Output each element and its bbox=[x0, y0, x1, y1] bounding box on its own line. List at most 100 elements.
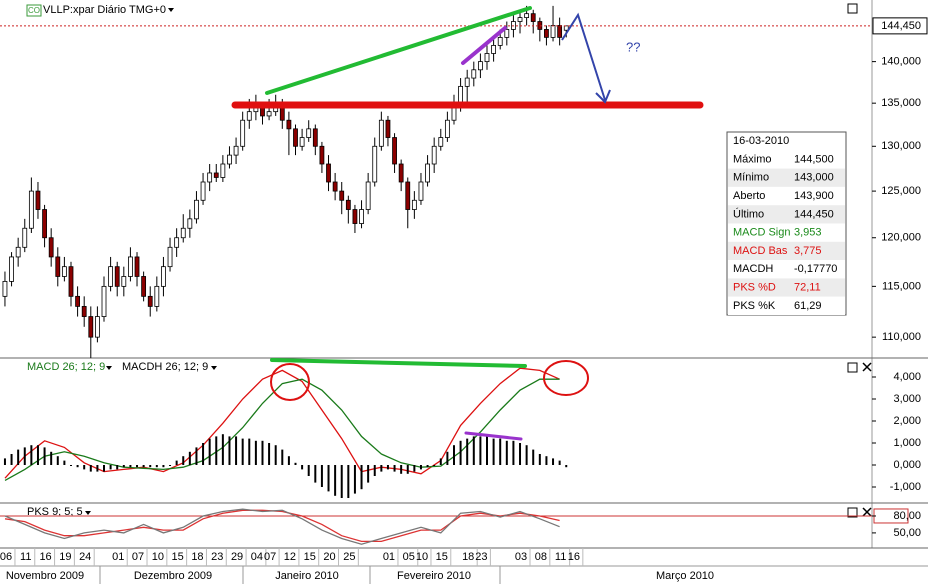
candle-body bbox=[42, 209, 47, 239]
candle-body bbox=[134, 256, 140, 277]
info-row bbox=[728, 186, 845, 206]
candle-body bbox=[35, 190, 41, 210]
pks-legend[interactable]: PKS 9; 5; 5 bbox=[27, 506, 83, 518]
highlight-circle bbox=[543, 360, 589, 396]
candle-body bbox=[385, 119, 391, 138]
x-tick-label: 25 bbox=[343, 551, 355, 563]
candle-body bbox=[544, 29, 549, 38]
candle-body bbox=[312, 128, 318, 147]
info-value: 3,775 bbox=[794, 245, 822, 257]
candle-body bbox=[180, 227, 186, 239]
maximize-button[interactable] bbox=[847, 3, 858, 14]
macdh-legend[interactable]: MACDH 26; 12; 9 bbox=[122, 361, 208, 373]
candle-body bbox=[418, 181, 424, 201]
candle-body bbox=[326, 163, 331, 183]
candle-body bbox=[319, 145, 325, 165]
projection-arrow bbox=[561, 12, 606, 101]
candle-body bbox=[530, 13, 536, 22]
symbol-icon bbox=[26, 4, 42, 17]
candle-body bbox=[68, 266, 74, 297]
candle-body bbox=[194, 199, 199, 220]
info-value: 72,11 bbox=[794, 281, 821, 293]
maximize-button[interactable] bbox=[847, 507, 858, 518]
candle-body bbox=[48, 237, 54, 258]
y-tick-label: 110,000 bbox=[882, 331, 921, 343]
indicator-line bbox=[4, 508, 560, 545]
info-value: 143,900 bbox=[794, 190, 834, 202]
candle-body bbox=[365, 181, 371, 210]
info-label: Aberto bbox=[733, 190, 765, 202]
x-tick-label: 07 bbox=[132, 551, 144, 563]
info-box: 16-03-2010 Máximo 144,500 Mínimo 143,000 Aber… bbox=[726, 131, 847, 316]
x-tick-label: 10 bbox=[152, 551, 164, 563]
maximize-button[interactable] bbox=[847, 362, 858, 373]
candle-body bbox=[477, 61, 483, 71]
x-tick-label: 01 bbox=[383, 551, 395, 563]
info-label: MACD Sign bbox=[733, 227, 790, 239]
candle-body bbox=[392, 137, 397, 165]
dropdown-arrow[interactable] bbox=[85, 511, 91, 515]
x-tick-label: 07 bbox=[264, 551, 276, 563]
info-row bbox=[728, 241, 845, 261]
x-tick-label: 01 bbox=[112, 551, 124, 563]
x-tick-label: 16 bbox=[39, 551, 51, 563]
x-tick-label: 12 bbox=[284, 551, 296, 563]
y-tick-label: 80,00 bbox=[893, 510, 921, 522]
x-tick-label: 11 bbox=[20, 551, 31, 563]
y-tick-label: 140,000 bbox=[881, 56, 921, 68]
candle-body bbox=[345, 199, 351, 210]
candle-body bbox=[55, 256, 61, 277]
x-tick-label: 23 bbox=[211, 551, 223, 563]
y-tick-label: 130,000 bbox=[881, 140, 921, 152]
candle-body bbox=[517, 17, 523, 22]
candle-body bbox=[174, 237, 180, 248]
candle-body bbox=[128, 256, 133, 277]
info-row bbox=[728, 260, 845, 279]
trend-line bbox=[461, 26, 507, 65]
candle-body bbox=[438, 137, 444, 147]
month-label: Novembro 2009 bbox=[6, 570, 84, 582]
x-tick-label: 15 bbox=[172, 551, 184, 563]
x-tick-label: 08 bbox=[535, 551, 547, 563]
info-row bbox=[728, 205, 845, 224]
x-tick-label: 03 bbox=[515, 551, 527, 563]
dropdown-arrow[interactable] bbox=[211, 366, 217, 370]
x-tick-label: 15 bbox=[436, 551, 448, 563]
info-value: 61,29 bbox=[794, 300, 822, 312]
y-tick-label: 2,000 bbox=[893, 415, 921, 427]
info-label: Último bbox=[733, 207, 764, 220]
symbol-title[interactable]: VLLP:xpar Diário TMG+0 bbox=[43, 4, 166, 16]
close-button[interactable] bbox=[862, 507, 872, 517]
dropdown-arrow[interactable] bbox=[168, 8, 174, 12]
candle-body bbox=[114, 266, 120, 287]
candle-body bbox=[187, 218, 193, 229]
last-price-label: 144,450 bbox=[881, 20, 921, 32]
info-date: 16-03-2010 bbox=[733, 135, 789, 147]
y-tick-label: 1,000 bbox=[893, 437, 921, 449]
candle-body bbox=[491, 45, 497, 54]
y-tick-label: 50,00 bbox=[893, 527, 921, 539]
x-tick-label: 18 bbox=[462, 551, 474, 563]
candle-body bbox=[9, 256, 14, 282]
candle-body bbox=[293, 128, 298, 147]
candle-body bbox=[121, 276, 127, 287]
candle-body bbox=[167, 246, 173, 268]
info-row bbox=[728, 296, 845, 315]
divergence-line bbox=[270, 358, 527, 368]
month-label: Dezembro 2009 bbox=[134, 570, 212, 582]
candle-body bbox=[213, 172, 219, 178]
y-tick-label: 135,000 bbox=[881, 97, 921, 109]
candle-body bbox=[61, 266, 67, 277]
y-tick-label: 115,000 bbox=[882, 280, 921, 292]
symbol-icon-text: CO bbox=[28, 6, 40, 15]
candle-body bbox=[101, 285, 107, 317]
macd-legend[interactable]: MACD 26; 12; 9 bbox=[27, 361, 105, 373]
info-row bbox=[728, 278, 845, 297]
close-button[interactable] bbox=[862, 362, 872, 372]
arrow-head bbox=[595, 89, 611, 104]
candle-body bbox=[497, 36, 503, 46]
candle-body bbox=[266, 111, 272, 117]
dropdown-arrow[interactable] bbox=[106, 366, 112, 370]
info-label: MACDH bbox=[733, 263, 773, 275]
x-tick-label: 29 bbox=[231, 551, 243, 563]
